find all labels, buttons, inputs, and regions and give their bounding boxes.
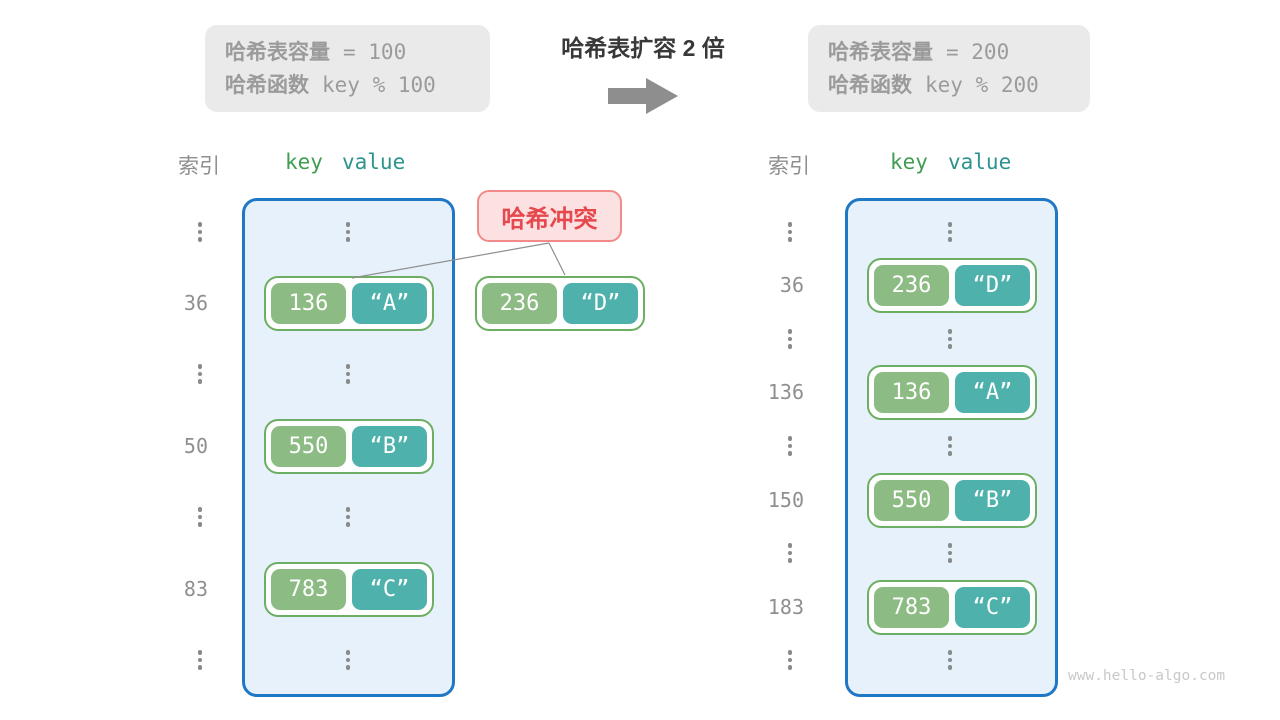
ellipsis-dots xyxy=(197,364,203,384)
expand-arrow-icon xyxy=(608,78,678,114)
ellipsis-dots xyxy=(197,650,203,670)
expand-title: 哈希表扩容 2 倍 xyxy=(561,35,725,61)
kv-pair: 236 “D” xyxy=(867,258,1037,313)
ellipsis-dots xyxy=(787,650,793,670)
pair-key-cell: 550 xyxy=(874,480,949,521)
pair-key-cell: 550 xyxy=(271,426,346,467)
kv-pair: 550 “B” xyxy=(264,419,434,474)
ellipsis-dots xyxy=(345,507,351,527)
ellipsis-dots xyxy=(947,436,953,456)
pair-value-cell: “C” xyxy=(352,569,427,610)
index-label: 36 xyxy=(779,273,804,297)
capacity-value: = 200 xyxy=(946,40,1010,64)
kv-pair: 783 “C” xyxy=(264,562,434,617)
ellipsis-dots xyxy=(787,222,793,242)
index-label: 150 xyxy=(767,488,804,512)
pair-key-cell: 783 xyxy=(271,569,346,610)
pair-value-cell: “C” xyxy=(955,587,1030,628)
capacity-line: 哈希表容量 = 200 xyxy=(828,37,1070,70)
pair-value-cell: “A” xyxy=(955,372,1030,413)
pair-value-cell: “B” xyxy=(352,426,427,467)
kv-pair: 550 “B” xyxy=(867,473,1037,528)
pair-value-cell: “D” xyxy=(563,283,638,324)
pair-key-cell: 236 xyxy=(482,283,557,324)
ellipsis-dots xyxy=(197,222,203,242)
ellipsis-dots xyxy=(947,329,953,349)
value-header-label: value xyxy=(342,150,406,174)
ellipsis-dots xyxy=(947,650,953,670)
ellipsis-dots xyxy=(787,543,793,563)
index-label: 83 xyxy=(183,577,208,601)
ellipsis-dots xyxy=(787,329,793,349)
ellipsis-dots xyxy=(947,222,953,242)
right-capacity-box: 哈希表容量 = 200 哈希函数 key % 200 xyxy=(808,25,1090,112)
key-header-label: key xyxy=(890,150,928,174)
pair-key-cell: 783 xyxy=(874,587,949,628)
capacity-value: = 100 xyxy=(343,40,407,64)
ellipsis-dots xyxy=(787,436,793,456)
watermark: www.hello-algo.com xyxy=(1068,668,1226,684)
ellipsis-dots xyxy=(947,543,953,563)
kv-pair: 783 “C” xyxy=(867,580,1037,635)
capacity-line: 哈希表容量 = 100 xyxy=(225,37,470,70)
collision-kv-pair: 236 “D” xyxy=(475,276,645,331)
capacity-label: 哈希表容量 xyxy=(225,41,330,64)
pair-key-cell: 136 xyxy=(271,283,346,324)
key-header-label: key xyxy=(285,150,323,174)
collision-badge: 哈希冲突 xyxy=(477,190,622,242)
hash-fn-label: 哈希函数 xyxy=(225,74,309,97)
ellipsis-dots xyxy=(345,650,351,670)
hash-fn-line: 哈希函数 key % 200 xyxy=(828,70,1070,103)
kv-pair: 136 “A” xyxy=(867,365,1037,420)
index-label: 183 xyxy=(767,595,804,619)
hash-fn-line: 哈希函数 key % 100 xyxy=(225,70,470,103)
pair-value-cell: “D” xyxy=(955,265,1030,306)
ellipsis-dots xyxy=(197,507,203,527)
pair-key-cell: 236 xyxy=(874,265,949,306)
ellipsis-dots xyxy=(345,364,351,384)
kv-pair: 136 “A” xyxy=(264,276,434,331)
hash-fn-label: 哈希函数 xyxy=(828,74,912,97)
pair-value-cell: “B” xyxy=(955,480,1030,521)
index-label: 36 xyxy=(183,291,208,315)
capacity-label: 哈希表容量 xyxy=(828,41,933,64)
value-header-label: value xyxy=(948,150,1012,174)
index-label: 50 xyxy=(183,434,208,458)
index-header-label: 索引 xyxy=(178,155,220,178)
hash-fn-value: key % 100 xyxy=(322,73,436,97)
index-label: 136 xyxy=(767,380,804,404)
pair-key-cell: 136 xyxy=(874,372,949,413)
pair-value-cell: “A” xyxy=(352,283,427,324)
hash-fn-value: key % 200 xyxy=(925,73,1039,97)
ellipsis-dots xyxy=(345,222,351,242)
left-capacity-box: 哈希表容量 = 100 哈希函数 key % 100 xyxy=(205,25,490,112)
index-header-label: 索引 xyxy=(768,155,810,178)
